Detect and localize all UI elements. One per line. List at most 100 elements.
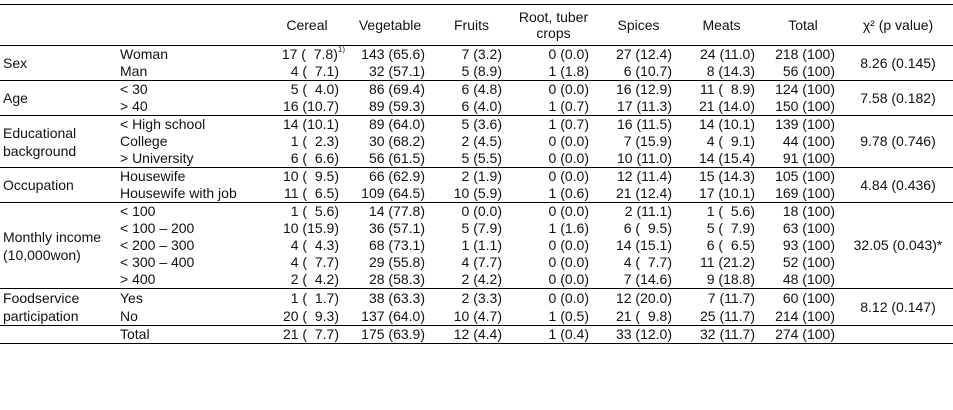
header-subcategory — [117, 4, 267, 46]
cell-root: 1 (0.5) — [510, 307, 597, 326]
header-fruits: Fruits — [433, 4, 510, 46]
food-preference-table: Cereal Vegetable Fruits Root, tuber crop… — [0, 4, 953, 344]
cell-meats: 11 ( 8.9) — [700, 81, 755, 97]
header-vegetable: Vegetable — [347, 4, 433, 46]
cell-vegetable: 28 (58.3) — [347, 271, 433, 289]
cell-total: 93 (100) — [782, 237, 835, 253]
cell-vegetable: 56 (61.5) — [347, 150, 433, 168]
cell-root: 0 (0.0) — [548, 254, 589, 270]
row-category: Sex — [0, 45, 117, 81]
row-label: Housewife with job — [117, 185, 267, 203]
total-row: Total 21 ( 7.7) 175 (63.9) 12 (4.4) 1 (0.4) 3… — [0, 325, 953, 344]
cell-cereal: 2 ( 4.2) — [267, 271, 347, 289]
cell-root: 0 (0.0) — [510, 271, 597, 289]
row-label: No — [117, 307, 267, 326]
cell-cereal: 1 ( 1.7) — [290, 289, 339, 306]
table-body: Sex Woman 17 ( 7.8)1) 143 (65.6) 7 (3.2) 0 (0… — [0, 45, 953, 344]
row-category: Foodservice participation — [0, 288, 117, 326]
cell-fruits: 5 (3.6) — [461, 116, 502, 132]
cell-spices: 7 (14.6) — [597, 271, 680, 289]
cell-vegetable: 89 (64.0) — [368, 116, 425, 132]
cell-cereal: 4 ( 4.3) — [290, 237, 339, 253]
cell-fruits: 10 (4.7) — [433, 307, 510, 326]
row-category: Age — [0, 80, 117, 116]
cell-cereal: 17 ( 7.8)1) — [267, 46, 347, 64]
table-row: Age < 30 5 ( 4.0) 86 (69.4) 6 (4.8) 0 (0.0) 16… — [0, 80, 953, 116]
cell-vegetable: 66 (62.9) — [368, 168, 425, 184]
row-label: > 400 — [117, 271, 267, 289]
cell-fruits: 0 (0.0) — [461, 203, 502, 219]
cell-cereal: 4 ( 7.7) — [290, 254, 339, 270]
total-vegetable: 175 (63.9) — [347, 325, 433, 344]
cell-spices: 12 (20.0) — [615, 289, 672, 306]
row-label: College — [120, 133, 168, 149]
table-row: Man 4 ( 7.1) 32 (57.1) 5 (8.9) 1 (1.8) 6 (10.… — [0, 63, 953, 81]
cell-spices: 2 (11.1) — [624, 203, 672, 219]
chi-square-value: 4.84 (0.436) — [843, 167, 953, 203]
cell-total: 150 (100) — [763, 98, 843, 116]
table-row: > 400 2 ( 4.2) 28 (58.3) 2 (4.2) 0 (0.0) 7 (1… — [0, 271, 953, 289]
cell-spices: 16 (11.5) — [617, 116, 672, 132]
header-meats: Meats — [680, 4, 763, 46]
cell-fruits: 6 (4.8) — [461, 81, 502, 97]
cell-total: 63 (100) — [782, 220, 835, 236]
cell-vegetable: 86 (69.4) — [368, 81, 425, 97]
row-category: Monthly income (10,000won) — [0, 202, 117, 289]
row-label: < 100 — [120, 203, 156, 219]
cell-total: 48 (100) — [763, 271, 843, 289]
total-label: Total — [117, 325, 267, 344]
chi-square-value: 9.78 (0.746) — [843, 115, 953, 168]
cell-vegetable: 38 (63.3) — [368, 289, 425, 306]
total-cereal: 21 ( 7.7) — [267, 325, 347, 344]
cell-total: 91 (100) — [763, 150, 843, 168]
row-label: < 300 – 400 — [120, 254, 195, 270]
cell-total: 218 (100) — [775, 46, 835, 62]
table-row: > 40 16 (10.7) 89 (59.3) 6 (4.0) 1 (0.7) 17 (… — [0, 98, 953, 116]
header-root-tuber: Root, tuber crops — [510, 4, 597, 46]
cell-spices: 21 (12.4) — [597, 185, 680, 203]
cell-meats: 25 (11.7) — [680, 307, 763, 326]
table-row: Foodservice participation Yes 1 ( 1.7) 38 (… — [0, 288, 953, 326]
header-chi-square: χ² (p value) — [843, 4, 953, 46]
footnote-marker: 1) — [337, 45, 345, 54]
cell-root: 0 (0.0) — [548, 203, 589, 219]
row-category: Occupation — [0, 167, 117, 203]
cell-root: 0 (0.0) — [548, 46, 589, 62]
cell-cereal: 1 ( 5.6) — [290, 203, 339, 219]
cell-fruits: 5 (7.9) — [461, 220, 502, 236]
cell-total: 18 (100) — [782, 203, 835, 219]
cell-total: 44 (100) — [782, 133, 835, 149]
cell-vegetable: 14 (77.8) — [368, 203, 425, 219]
cell-total: 52 (100) — [782, 254, 835, 270]
cell-spices: 27 (12.4) — [615, 46, 672, 62]
cell-vegetable: 109 (64.5) — [347, 185, 433, 203]
table-row: Housewife with job 11 ( 6.5) 109 (64.5) 10 … — [0, 185, 953, 203]
cell-root: 0 (0.0) — [548, 237, 589, 253]
cell-fruits: 2 (1.9) — [461, 168, 502, 184]
table-row: Educational background < High school 14 (1… — [0, 115, 953, 168]
table-row: Occupation Housewife 10 ( 9.5) 66 (62.9) 2 (… — [0, 167, 953, 203]
cell-cereal: 10 (15.9) — [282, 220, 339, 236]
cell-vegetable: 143 (65.6) — [361, 46, 425, 62]
total-fruits: 12 (4.4) — [433, 325, 510, 344]
chi-square-value: 32.05 (0.043)* — [843, 202, 953, 289]
cell-vegetable: 137 (64.0) — [347, 307, 433, 326]
cell-meats: 14 (15.4) — [680, 150, 763, 168]
cell-cereal: 4 ( 7.1) — [267, 63, 347, 81]
row-label: < High school — [120, 116, 206, 132]
cell-vegetable: 29 (55.8) — [368, 254, 425, 270]
cell-cereal: 1 ( 2.3) — [290, 133, 339, 149]
header-spices: Spices — [597, 4, 680, 46]
table-row: > University 6 ( 6.6) 56 (61.5) 5 (5.5) 0 (0… — [0, 150, 953, 168]
header-category — [0, 4, 117, 46]
cell-spices: 17 (11.3) — [597, 98, 680, 116]
cell-total: 124 (100) — [775, 81, 835, 97]
header-cereal: Cereal — [267, 4, 347, 46]
table-row: < 200 – 300 4 ( 4.3) 68 (73.1) 1 (1.1) 0 (0.… — [0, 237, 953, 254]
cell-root: 1 (1.8) — [510, 63, 597, 81]
cell-root: 1 (0.7) — [548, 116, 589, 132]
total-total: 274 (100) — [763, 325, 843, 344]
cell-cereal: 5 ( 4.0) — [290, 81, 339, 97]
cell-cereal: 11 ( 6.5) — [267, 185, 347, 203]
cell-fruits: 2 (3.3) — [461, 289, 502, 306]
